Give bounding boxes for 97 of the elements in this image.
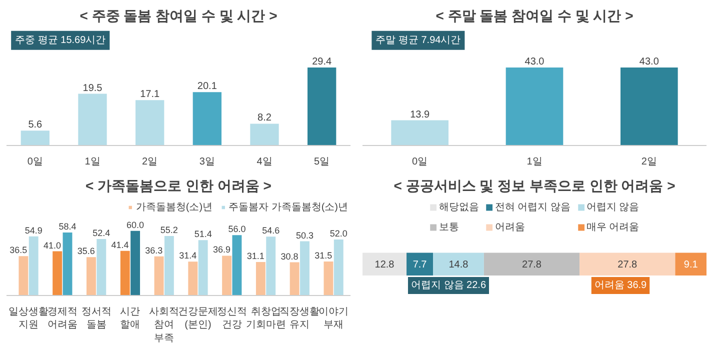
data-label: 60.0: [126, 220, 144, 230]
data-label: 55.2: [160, 225, 178, 236]
data-label: 52.0: [330, 228, 348, 238]
data-label: 30.8: [280, 251, 298, 262]
bar: [362, 252, 407, 276]
data-label: 27.8: [618, 260, 638, 271]
bar: [164, 236, 174, 296]
data-label: 20.1: [197, 81, 218, 92]
bar: [136, 100, 164, 146]
chart-title: < 가족돌봄으로 인한 어려움 >: [86, 178, 272, 194]
data-label: 36.3: [145, 245, 163, 256]
x-tick-label: 1일: [526, 156, 542, 168]
data-label: 8.2: [258, 112, 272, 124]
data-label: 13.9: [410, 109, 430, 120]
bar: [78, 94, 107, 146]
data-label: 9.1: [684, 260, 698, 271]
bar: [290, 262, 300, 296]
text: 어려움 36.9: [594, 280, 648, 292]
data-label: 41.0: [44, 240, 62, 250]
x-tick-label: 3일: [199, 156, 215, 168]
data-label: 7.7: [412, 260, 428, 271]
x-tick-label: 이야기 부재: [318, 306, 349, 331]
x-tick-label: 1일: [84, 156, 100, 168]
data-label: 43.0: [639, 56, 660, 68]
legend-label: 가족돌봄청(소)년: [136, 201, 213, 214]
x-tick-label: 4일: [256, 156, 272, 168]
legend-label: 어려움: [494, 221, 525, 234]
bar: [256, 262, 266, 296]
data-label: 12.8: [374, 260, 395, 271]
data-label: 31.1: [246, 250, 264, 261]
text: 주말 평균 7.94시간: [376, 34, 461, 46]
chart-title: < 공공서비스 및 정보 부족으로 인한 어려움 >: [394, 178, 676, 194]
bar: [52, 251, 62, 296]
data-label: 5.6: [28, 120, 43, 131]
x-tick-label: 경제적 어려움: [47, 306, 78, 331]
bar: [232, 235, 242, 296]
chart-title: < 주중 돌봄 참여일 수 및 시간 >: [80, 8, 278, 24]
x-tick-label: 0일: [412, 156, 428, 168]
bar: [250, 124, 279, 146]
text: 어렵지 않음 22.6: [410, 280, 486, 292]
chart-title: < 주말 돌봄 참여일 수 및 시간 >: [436, 8, 634, 24]
text: 주중 평균 15.69시간: [15, 34, 106, 46]
x-tick-label: 건강문제 (본인): [178, 306, 218, 331]
data-label: 31.5: [314, 250, 332, 261]
data-label: 17.1: [140, 89, 160, 100]
data-label: 41.4: [111, 240, 129, 250]
data-label: 35.6: [77, 246, 95, 256]
bar: [20, 130, 50, 146]
x-tick-label: 정서적 돌봄: [81, 306, 112, 331]
legend-label: 전혀 어렵지 않음: [494, 201, 570, 214]
x-tick-label: 2일: [142, 156, 158, 168]
bar: [300, 241, 310, 296]
data-label: 56.0: [228, 224, 246, 234]
data-label: 54.9: [24, 225, 42, 236]
legend-label: 매우 어려움: [586, 221, 640, 234]
bar: [308, 68, 336, 146]
data-label: 54.6: [262, 226, 280, 236]
data-label: 50.3: [296, 230, 314, 240]
x-tick-label: 0일: [27, 156, 43, 168]
bar: [324, 262, 334, 296]
data-label: 52.4: [92, 228, 110, 238]
x-tick-label: 사회적 참여 부족: [149, 306, 180, 344]
data-label: 58.4: [58, 222, 76, 232]
legend-label: 보통: [438, 221, 459, 234]
bar: [96, 239, 106, 296]
data-label: 29.4: [312, 56, 332, 68]
legend-label: 해당없음: [438, 201, 479, 214]
x-tick-label: 정신적 건강: [216, 306, 247, 331]
bar: [62, 232, 72, 296]
bar: [86, 257, 96, 296]
data-label: 27.8: [522, 260, 542, 271]
bar: [130, 230, 140, 296]
bar: [222, 256, 232, 296]
bar: [18, 256, 28, 296]
legend-label: 주돌봄자 가족돌봄청(소)년: [228, 201, 348, 214]
data-label: 36.5: [10, 245, 28, 256]
data-label: 19.5: [82, 82, 103, 94]
bar: [334, 239, 344, 296]
bar: [28, 236, 38, 296]
bar: [266, 236, 276, 296]
bar: [198, 240, 208, 296]
data-label: 51.4: [194, 229, 212, 240]
bar: [188, 262, 198, 296]
data-label: 14.8: [448, 260, 469, 271]
bar: [154, 256, 164, 296]
x-tick-label: 일상생활 지원: [8, 306, 49, 331]
bar: [192, 92, 222, 146]
bar: [675, 252, 706, 276]
data-label: 43.0: [524, 56, 545, 68]
legend-label: 어렵지 않음: [586, 201, 640, 214]
data-label: 31.4: [179, 250, 197, 261]
bar: [484, 252, 580, 276]
bar: [120, 250, 130, 296]
x-tick-label: 시간 할애: [120, 306, 140, 331]
x-tick-label: 5일: [314, 156, 330, 168]
x-tick-label: 2일: [641, 156, 657, 168]
data-label: 36.9: [212, 244, 230, 255]
